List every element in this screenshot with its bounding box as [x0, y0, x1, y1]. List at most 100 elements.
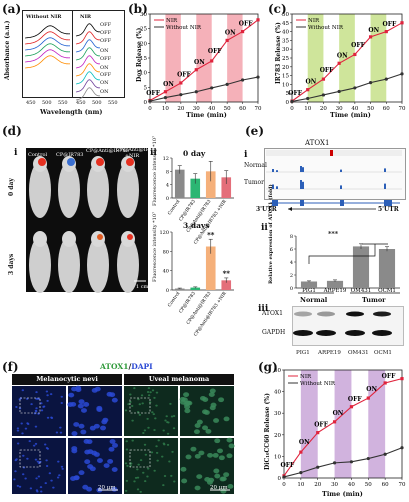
f-scale-label: 20 μm	[98, 485, 116, 491]
onoff-label: OFF	[100, 56, 112, 62]
bar	[205, 246, 216, 290]
data-point	[321, 77, 326, 81]
nucleus	[207, 452, 214, 458]
nucleus	[44, 443, 47, 446]
absorbance-curve	[24, 49, 71, 63]
y-tick-label: 30	[140, 12, 147, 18]
x-tick-label: 0	[148, 106, 152, 112]
nucleus	[206, 479, 213, 485]
nucleus	[96, 407, 103, 412]
blot-row-gapdh: GAPDH	[262, 329, 286, 336]
nucleus	[227, 484, 234, 489]
legend-label: NIR	[308, 18, 320, 24]
exon	[272, 200, 278, 206]
x-tick-label: 70	[255, 106, 262, 112]
nir-band	[307, 14, 324, 102]
data-point	[400, 446, 404, 450]
nucleus	[21, 389, 25, 392]
nucleus	[39, 486, 43, 489]
nucleus	[21, 432, 24, 435]
absorbance-curve	[24, 55, 71, 69]
panel-a-xtick: 550	[58, 100, 68, 106]
nucleus	[209, 405, 216, 411]
nucleus	[24, 427, 28, 430]
nucleus	[86, 486, 93, 492]
data-point	[210, 86, 214, 90]
nucleus	[78, 399, 85, 405]
nucleus	[46, 416, 50, 419]
blot-cell: PIG1	[296, 350, 310, 356]
nucleus	[170, 474, 173, 477]
microscopy-tile	[124, 386, 178, 436]
nucleus	[84, 449, 91, 455]
fluorescence-spot	[126, 158, 134, 166]
nucleus	[139, 459, 143, 462]
plot-frame	[283, 369, 403, 479]
bar	[205, 171, 216, 198]
exon	[300, 200, 304, 206]
on-off-annotation: OFF	[320, 67, 334, 74]
on-off-annotation: OFF	[383, 21, 397, 28]
nucleus	[173, 480, 176, 483]
onoff-label: OFF	[100, 30, 112, 36]
y-tick-label: 8	[166, 169, 169, 175]
nucleus	[126, 464, 129, 467]
nucleus	[73, 422, 80, 427]
series-line	[149, 76, 259, 102]
y-tick-label: 20	[282, 65, 289, 71]
y-tick-label: 45	[282, 21, 289, 27]
legend-label: Without NIR	[300, 381, 336, 387]
nucleus	[146, 467, 150, 470]
y-tick-label: 6	[290, 247, 293, 253]
nucleus	[77, 403, 84, 409]
y-tick-label: 0	[290, 286, 293, 292]
bar	[300, 281, 318, 288]
nucleus	[78, 423, 85, 429]
nir-band	[368, 370, 386, 478]
nucleus	[109, 439, 116, 444]
nucleus	[131, 439, 134, 442]
x-tick-label: 40	[208, 106, 215, 112]
panel-a-frame	[22, 10, 125, 98]
nucleus	[34, 458, 38, 461]
mouse-body	[58, 162, 80, 218]
bar	[221, 177, 232, 198]
blot-band-gapdh	[316, 330, 336, 336]
on-off-annotation: OFF	[288, 90, 302, 97]
nucleus	[199, 395, 206, 401]
mouse-body	[117, 162, 139, 218]
data-point	[225, 38, 229, 42]
blot-cell: OM431	[348, 350, 369, 356]
e-sig: ***	[328, 230, 339, 238]
legend-label: NIR	[300, 374, 312, 380]
nucleus	[124, 409, 128, 412]
fluorescence-spot	[96, 158, 104, 166]
on-off-annotation: ON	[337, 53, 348, 60]
nucleus	[36, 460, 40, 463]
exon	[384, 200, 392, 206]
nucleus	[32, 444, 36, 447]
nucleus	[157, 439, 160, 442]
y-tick-label: 20	[274, 433, 281, 439]
nucleus	[209, 388, 216, 394]
nucleus	[142, 431, 145, 434]
nucleus	[36, 490, 39, 493]
bar	[174, 169, 185, 198]
panel-a-xtick: 450	[26, 100, 36, 106]
nucleus	[213, 418, 220, 423]
nucleus	[194, 485, 201, 491]
absorbance-curve	[24, 37, 71, 51]
nucleus	[161, 455, 164, 458]
x-category-label: OCM1	[378, 288, 396, 294]
data-point	[368, 35, 373, 39]
nucleus	[46, 399, 49, 402]
absorbance-curve	[24, 31, 71, 45]
y-tick-label: 40	[163, 269, 169, 275]
y-tick-label: 25	[282, 56, 289, 62]
y-tick-label: 15	[140, 56, 147, 62]
group-label: CP@IR783	[56, 152, 84, 158]
nucleus	[50, 479, 53, 482]
nucleus	[130, 404, 134, 407]
